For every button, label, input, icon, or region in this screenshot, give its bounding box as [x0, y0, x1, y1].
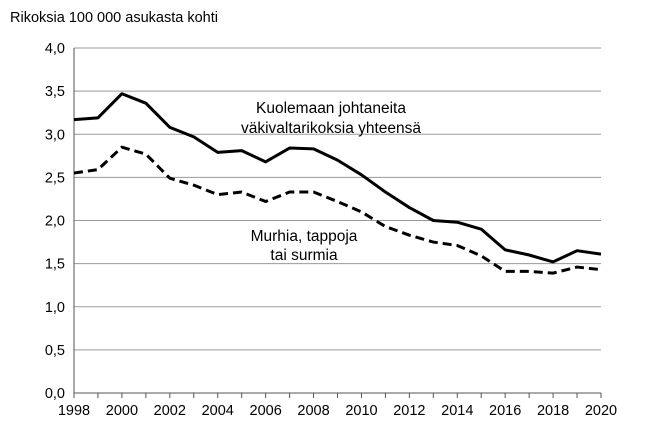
x-tick-label: 2006	[250, 403, 282, 419]
x-tick-label: 1998	[58, 403, 90, 419]
axes	[73, 48, 602, 398]
series-line-total	[73, 92, 602, 264]
x-tick-label: 2002	[154, 403, 186, 419]
x-tick-label: 2012	[393, 403, 425, 419]
y-tick-label: 3,0	[45, 127, 65, 143]
gridlines	[74, 47, 601, 351]
series-label: väkivaltarikoksia yhteensä	[241, 120, 421, 137]
x-tick-label: 2004	[202, 403, 234, 419]
y-tick-label: 2,5	[45, 170, 65, 186]
x-tick-label: 2010	[345, 403, 377, 419]
series-line-murders	[73, 145, 602, 275]
series-lines	[73, 92, 602, 275]
y-tick-label: 0,0	[45, 386, 65, 402]
series-annotations: Kuolemaan johtaneita väkivaltarikoksia yh…	[241, 100, 421, 264]
x-tick-label: 2014	[441, 403, 473, 419]
x-tick-labels: 1998 2000 2002 2004 2006 2008 2010 2012 2014 2016…	[58, 403, 617, 419]
x-tick-label: 2000	[106, 403, 138, 419]
y-tick-label: 2,0	[45, 214, 65, 230]
x-tick-label: 2018	[537, 403, 569, 419]
y-tick-label: 1,0	[45, 300, 65, 316]
x-tick-label: 2008	[297, 403, 329, 419]
y-tick-label: 1,5	[45, 257, 65, 273]
x-tick-label: 2020	[585, 403, 617, 419]
y-tick-label: 3,5	[45, 84, 65, 100]
series-label: Murhia, tappoja	[251, 228, 358, 245]
y-tick-labels: 0,0 0,5 1,0 1,5 2,0 2,5 3,0 3,5 4,0	[45, 41, 65, 402]
y-tick-label: 0,5	[45, 343, 65, 359]
series-label: tai surmia	[270, 247, 338, 264]
y-tick-label: 4,0	[45, 41, 65, 57]
y-axis-title: Rikoksia 100 000 asukasta kohti	[10, 10, 218, 26]
series-label: Kuolemaan johtaneita	[256, 100, 406, 117]
x-tick-label: 2016	[489, 403, 521, 419]
